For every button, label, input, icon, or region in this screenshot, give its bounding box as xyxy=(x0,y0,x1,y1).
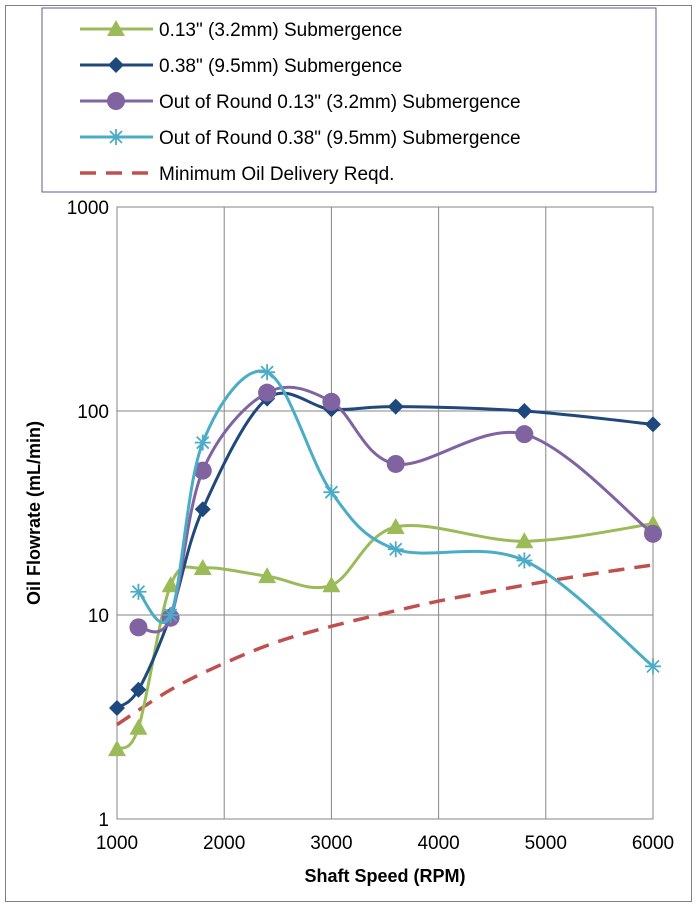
x-tick-label: 6000 xyxy=(632,833,674,854)
data-point xyxy=(109,700,125,717)
x-tick-label: 2000 xyxy=(203,833,245,854)
data-point xyxy=(516,403,533,419)
data-point xyxy=(194,501,211,518)
legend: 0.13" (3.2mm) Submergence 0.38" (9.5mm) S… xyxy=(41,7,657,193)
legend-label: Out of Round 0.13" (3.2mm) Submergence xyxy=(159,92,521,113)
data-point xyxy=(645,416,661,433)
legend-label: Minimum Oil Delivery Reqd. xyxy=(159,164,394,185)
series-3 xyxy=(130,364,661,675)
x-tick-label: 1000 xyxy=(96,833,138,854)
y-tick-label: 100 xyxy=(77,402,109,423)
data-point xyxy=(515,532,534,549)
legend-label: Out of Round 0.38" (9.5mm) Submergence xyxy=(159,128,521,149)
data-point xyxy=(386,454,405,473)
data-point xyxy=(130,583,147,600)
data-point xyxy=(516,552,533,569)
legend-entry: 0.13" (3.2mm) Submergence xyxy=(80,20,402,41)
data-point xyxy=(644,524,662,543)
legend-label: 0.13" (3.2mm) Submergence xyxy=(159,20,402,41)
x-tick-label: 4000 xyxy=(417,833,459,854)
series-1 xyxy=(109,390,661,717)
legend-label: 0.38" (9.5mm) Submergence xyxy=(159,56,402,77)
x-tick-label: 3000 xyxy=(310,833,352,854)
data-point xyxy=(386,518,405,535)
data-point xyxy=(259,364,276,381)
x-tick-label: 5000 xyxy=(525,833,567,854)
data-point xyxy=(323,484,340,501)
data-point xyxy=(194,434,211,451)
legend-marker xyxy=(108,129,124,145)
data-point xyxy=(258,383,277,402)
data-point xyxy=(322,392,341,411)
series-4 xyxy=(116,563,654,727)
data-point xyxy=(645,658,661,675)
data-point xyxy=(193,461,212,480)
y-tick-label: 1 xyxy=(98,810,109,831)
x-axis-title: Shaft Speed (RPM) xyxy=(304,866,465,886)
data-point xyxy=(108,740,126,757)
y-tick-label: 10 xyxy=(88,606,109,627)
data-point xyxy=(258,567,277,584)
data-point xyxy=(387,541,404,558)
legend-entry: Out of Round 0.38" (9.5mm) Submergence xyxy=(80,128,521,149)
data-point xyxy=(161,576,180,593)
legend-marker xyxy=(108,57,124,73)
data-point xyxy=(387,398,404,415)
legend-entry: 0.38" (9.5mm) Submergence xyxy=(80,56,402,77)
data-point xyxy=(193,558,212,575)
data-point xyxy=(129,618,148,637)
legend-entry: Minimum Oil Delivery Reqd. xyxy=(80,164,394,185)
y-axis-title: Oil Flowrate (mL/min) xyxy=(24,421,44,605)
plot-area xyxy=(116,206,654,820)
series-line xyxy=(115,522,655,751)
series-layer xyxy=(108,364,662,757)
legend-entry: Out of Round 0.13" (3.2mm) Submergence xyxy=(80,92,521,113)
data-point xyxy=(515,425,534,444)
y-tick-label: 1000 xyxy=(67,198,109,219)
chart-frame xyxy=(5,5,692,902)
legend-marker xyxy=(107,20,125,36)
data-point xyxy=(322,576,341,593)
tick-labels: 1000 2000 3000 4000 5000 6000 1 10 100 1000 xyxy=(67,198,674,854)
legend-marker xyxy=(107,92,125,110)
data-point xyxy=(162,607,179,623)
grid xyxy=(116,206,654,820)
data-point xyxy=(130,681,147,698)
data-point xyxy=(129,718,148,735)
series-line xyxy=(116,563,654,727)
series-0 xyxy=(108,514,662,757)
series-line xyxy=(115,391,655,710)
